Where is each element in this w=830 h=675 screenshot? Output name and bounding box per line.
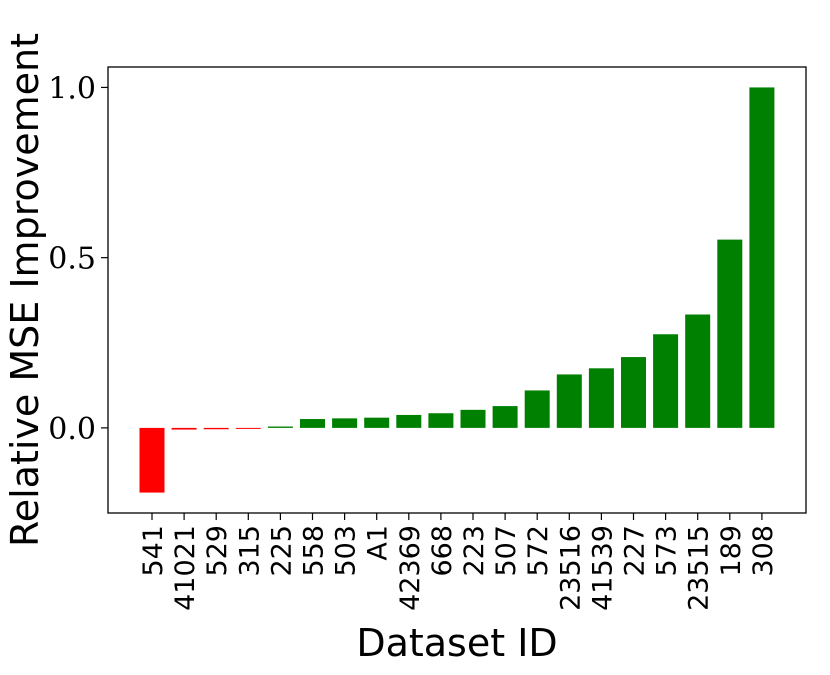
bar-315 — [235, 427, 261, 429]
x-tick-label: A1 — [363, 525, 394, 561]
x-tick-label: 223 — [459, 525, 490, 577]
y-axis: 0.0 0.5 1.0 — [48, 71, 108, 447]
bar-23515 — [685, 314, 711, 428]
x-tick-label: 503 — [331, 525, 362, 577]
x-tick-label: 41539 — [587, 525, 618, 611]
x-tick-label: 189 — [716, 525, 747, 577]
x-tick-label: 572 — [523, 525, 554, 577]
bar-308 — [749, 87, 775, 428]
bar-529 — [203, 427, 229, 430]
bar-225 — [267, 426, 293, 428]
plot-frame — [107, 66, 807, 514]
x-axis: 541 41021 529 315 225 558 503 A1 42369 668 223 507 5… — [138, 513, 779, 611]
bar-503 — [332, 418, 358, 428]
x-tick-label: 558 — [299, 525, 330, 577]
x-tick-label: 225 — [266, 525, 297, 577]
x-tick-label: 668 — [427, 525, 458, 577]
bar-23516 — [556, 374, 582, 428]
x-tick-label: 315 — [234, 525, 265, 577]
bar-572 — [524, 390, 550, 428]
y-axis-title: Relative MSE Improvement — [3, 33, 47, 547]
x-tick-label: 42369 — [395, 525, 426, 611]
x-tick-label: 529 — [202, 525, 233, 577]
x-tick-label: 541 — [138, 525, 169, 577]
bar-507 — [492, 406, 518, 428]
x-tick-label: 308 — [748, 525, 779, 577]
bar-42369 — [396, 414, 422, 428]
bar-558 — [300, 419, 325, 428]
bar-A1 — [364, 417, 390, 428]
x-tick-label: 573 — [652, 525, 683, 577]
bar-573 — [653, 334, 679, 428]
bar-189 — [717, 239, 743, 428]
bar-41021 — [171, 427, 197, 430]
x-tick-label: 23516 — [555, 525, 586, 611]
x-tick-label: 507 — [491, 525, 522, 577]
x-tick-label: 41021 — [170, 525, 201, 611]
bar-223 — [460, 409, 486, 428]
y-tick-label: 0.5 — [48, 242, 96, 277]
x-tick-label: 23515 — [684, 525, 715, 611]
bar-227 — [621, 357, 646, 428]
y-tick-label: 0.0 — [48, 412, 96, 447]
bars-group — [139, 87, 775, 493]
x-tick-label: 227 — [620, 525, 651, 577]
bar-668 — [428, 413, 454, 428]
bar-41539 — [588, 368, 614, 428]
x-axis-title: Dataset ID — [356, 621, 557, 665]
bar-541 — [139, 427, 165, 493]
y-tick-label: 1.0 — [48, 71, 96, 106]
